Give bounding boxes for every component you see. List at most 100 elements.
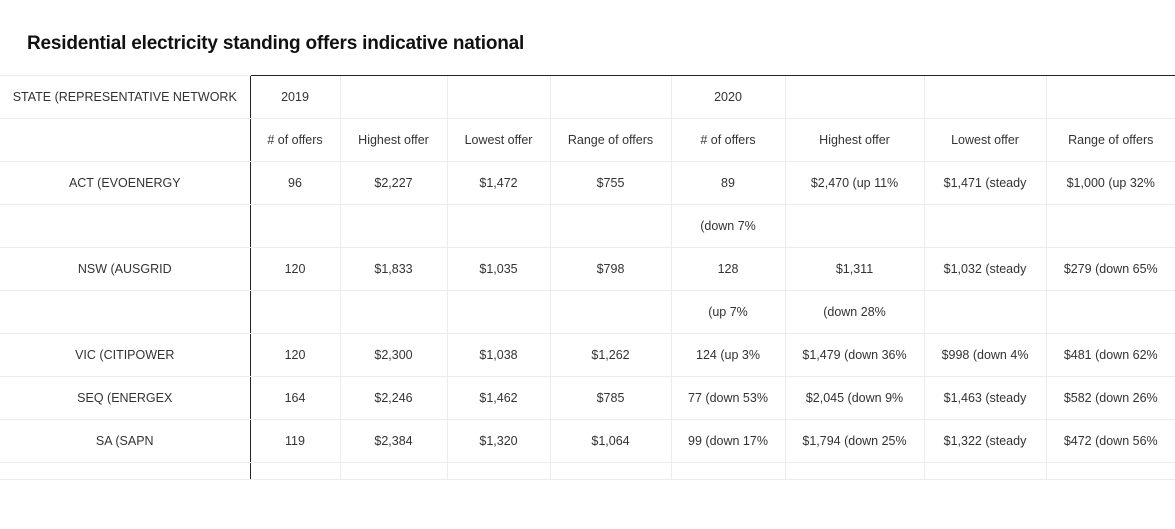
empty-cell [784, 462, 924, 480]
table-cell [446, 290, 550, 334]
table-cell: 89 [670, 161, 785, 205]
table-cell: $1,262 [549, 333, 671, 377]
table-cell: $785 [549, 376, 671, 420]
row-label-cell: SEQ (ENERGEX [0, 376, 250, 420]
table-cell: $279 (down 65% [1045, 247, 1175, 291]
table-row: (up 7% (down 28% [0, 290, 1175, 334]
table-cell: 2019 [249, 75, 340, 119]
table-row: (down 7% [0, 204, 1175, 248]
table-cell: # of offers [249, 118, 340, 162]
table-cell: $472 (down 56% [1045, 419, 1175, 463]
row-label-cell: STATE (REPRESENTATIVE NETWORK [0, 75, 250, 119]
table-cell: 119 [249, 419, 340, 463]
table-cell [923, 290, 1046, 334]
table-cell: $582 (down 26% [1045, 376, 1175, 420]
table-cell: $1,462 [446, 376, 550, 420]
table-cell [1045, 75, 1175, 119]
table-cell: $1,035 [446, 247, 550, 291]
table-cell: $2,045 (down 9% [784, 376, 924, 420]
table-cell [549, 75, 671, 119]
empty-cell [923, 462, 1046, 480]
offers-table: STATE (REPRESENTATIVE NETWORK 2019 2020 # o… [0, 75, 1175, 480]
row-label-cell: ACT (EVOENERGY [0, 161, 250, 205]
table-cell: Lowest offer [923, 118, 1046, 162]
table-cell [1045, 290, 1175, 334]
table-cell [339, 75, 447, 119]
table-cell [339, 290, 447, 334]
empty-cell [249, 462, 340, 480]
empty-cell [339, 462, 447, 480]
table-cell: Highest offer [339, 118, 447, 162]
table-cell: $755 [549, 161, 671, 205]
table-cell: 120 [249, 333, 340, 377]
table-cell [249, 204, 340, 248]
table-cell: $1,000 (up 32% [1045, 161, 1175, 205]
table-cell [446, 204, 550, 248]
table-cell [446, 75, 550, 119]
table-cell: Highest offer [784, 118, 924, 162]
table-cell: 164 [249, 376, 340, 420]
table-cell [1045, 204, 1175, 248]
table-cell: (up 7% [670, 290, 785, 334]
table-cell [249, 290, 340, 334]
table-cell: $1,311 [784, 247, 924, 291]
header-row: STATE (REPRESENTATIVE NETWORK 2019 2020 [0, 75, 1175, 119]
table-cell: $2,227 [339, 161, 447, 205]
table-cell [923, 75, 1046, 119]
table-cell: $1,320 [446, 419, 550, 463]
table-cell: $1,463 (steady [923, 376, 1046, 420]
table-cell: $1,471 (steady [923, 161, 1046, 205]
table-cell: $1,479 (down 36% [784, 333, 924, 377]
table-cell: # of offers [670, 118, 785, 162]
table-cell: $2,246 [339, 376, 447, 420]
table-cell: $1,322 (steady [923, 419, 1046, 463]
offers-table-container: STATE (REPRESENTATIVE NETWORK 2019 2020 # o… [0, 75, 1175, 480]
table-cell: Range of offers [549, 118, 671, 162]
row-label-cell [0, 290, 250, 334]
table-row: VIC (CITIPOWER 120 $2,300 $1,038 $1,262 124 (… [0, 333, 1175, 377]
table-cell: 77 (down 53% [670, 376, 785, 420]
table-cell: $1,038 [446, 333, 550, 377]
table-cell: $998 (down 4% [923, 333, 1046, 377]
table-cell: $1,032 (steady [923, 247, 1046, 291]
table-cell [549, 290, 671, 334]
empty-cell [0, 462, 250, 480]
table-cell: $481 (down 62% [1045, 333, 1175, 377]
empty-cell [446, 462, 550, 480]
table-cell [784, 75, 924, 119]
table-row: SEQ (ENERGEX 164 $2,246 $1,462 $785 77 (down … [0, 376, 1175, 420]
row-label-cell: SA (SAPN [0, 419, 250, 463]
empty-cell [549, 462, 671, 480]
table-cell [784, 204, 924, 248]
table-cell: (down 28% [784, 290, 924, 334]
table-cell: 120 [249, 247, 340, 291]
table-cell [923, 204, 1046, 248]
offers-table-body: STATE (REPRESENTATIVE NETWORK 2019 2020 # o… [0, 75, 1175, 480]
empty-cell [670, 462, 785, 480]
table-cell: $2,384 [339, 419, 447, 463]
table-cell [549, 204, 671, 248]
row-label-cell: NSW (AUSGRID [0, 247, 250, 291]
table-cell: $1,833 [339, 247, 447, 291]
table-cell: 99 (down 17% [670, 419, 785, 463]
table-cell: Lowest offer [446, 118, 550, 162]
table-cell: (down 7% [670, 204, 785, 248]
row-label-cell: VIC (CITIPOWER [0, 333, 250, 377]
table-tail-row [0, 462, 1175, 480]
subheader-row: # of offers Highest offer Lowest offer Rang… [0, 118, 1175, 162]
table-row: ACT (EVOENERGY 96 $2,227 $1,472 $755 89 $2,470… [0, 161, 1175, 205]
table-cell: $1,472 [446, 161, 550, 205]
table-row: NSW (AUSGRID 120 $1,833 $1,035 $798 128 $1,311… [0, 247, 1175, 291]
table-cell: Range of offers [1045, 118, 1175, 162]
row-label-cell [0, 118, 250, 162]
page-title: Residential electricity standing offers … [27, 33, 525, 54]
table-cell: $1,794 (down 25% [784, 419, 924, 463]
table-cell: $2,470 (up 11% [784, 161, 924, 205]
table-cell: 96 [249, 161, 340, 205]
table-cell: $798 [549, 247, 671, 291]
table-cell: 2020 [670, 75, 785, 119]
table-cell: $2,300 [339, 333, 447, 377]
row-label-cell [0, 204, 250, 248]
empty-cell [1045, 462, 1175, 480]
table-cell: 128 [670, 247, 785, 291]
